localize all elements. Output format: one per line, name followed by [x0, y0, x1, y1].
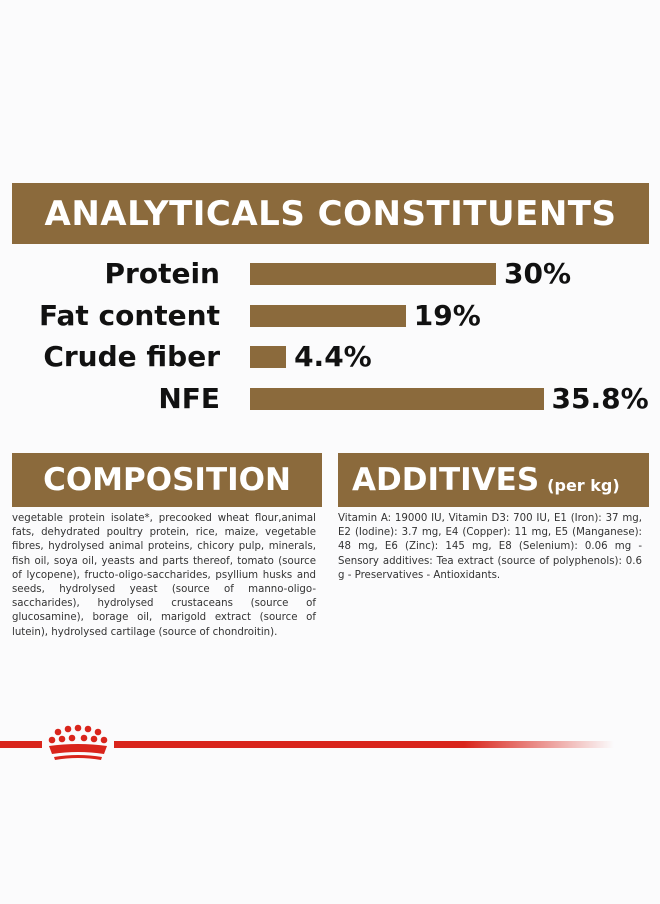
metric-row-nfe: NFE 35.8%	[0, 379, 660, 419]
metric-label: Crude fiber	[43, 340, 220, 373]
footer-stripe-left	[0, 741, 42, 748]
footer-stripe-right	[114, 741, 614, 748]
metric-value: 19%	[413, 299, 481, 332]
additives-subtitle: (per kg)	[547, 475, 620, 495]
composition-title: COMPOSITION	[43, 462, 291, 498]
composition-header: COMPOSITION	[12, 453, 322, 507]
metric-bar	[250, 388, 544, 410]
metric-label: NFE	[158, 382, 220, 415]
metric-label: Protein	[104, 257, 220, 290]
additives-title: ADDITIVES	[352, 462, 540, 498]
crown-icon	[48, 724, 108, 760]
analytics-title: ANALYTICALS CONSTITUENTS	[44, 193, 617, 234]
metric-row-fat: Fat content 19%	[0, 296, 660, 336]
composition-text: vegetable protein isolate*, precooked wh…	[12, 513, 316, 638]
metric-label: Fat content	[39, 299, 220, 332]
metric-value: 35.8%	[551, 382, 649, 415]
metric-row-protein: Protein 30%	[0, 254, 660, 294]
metric-value: 30%	[504, 257, 572, 290]
analytics-banner: ANALYTICALS CONSTITUENTS	[12, 183, 649, 244]
metric-value: 4.4%	[294, 340, 372, 373]
metric-bar	[250, 305, 406, 327]
metric-bar	[250, 263, 496, 285]
additives-header: ADDITIVES (per kg)	[338, 453, 649, 507]
metric-bar	[250, 346, 287, 368]
additives-text: Vitamin A: 19000 IU, Vitamin D3: 700 IU,…	[338, 513, 642, 581]
metric-row-fiber: Crude fiber 4.4%	[0, 337, 660, 377]
